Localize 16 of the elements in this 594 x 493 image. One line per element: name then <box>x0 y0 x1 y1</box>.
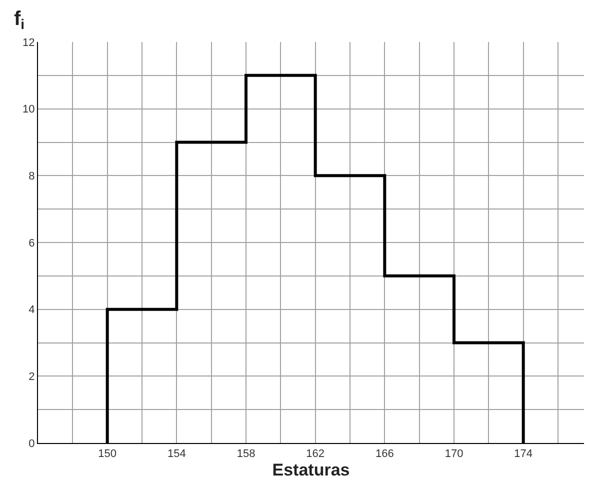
x-tick-label: 174 <box>514 448 533 460</box>
y-tick-label: 10 <box>22 104 35 116</box>
x-tick-label: 150 <box>98 448 117 460</box>
y-tick-label: 8 <box>28 170 35 183</box>
x-axis-title: Estaturas <box>272 460 350 480</box>
x-tick-label: 162 <box>306 448 325 460</box>
y-tick-label: 2 <box>28 371 35 384</box>
x-tick-label: 158 <box>236 448 256 460</box>
y-tick-label: 6 <box>28 237 35 250</box>
x-tick-label: 154 <box>167 448 186 460</box>
x-tick-label: 170 <box>444 448 464 460</box>
y-tick-label: 0 <box>28 438 35 450</box>
y-tick-label: 12 <box>22 36 35 49</box>
y-tick-label: 4 <box>28 304 35 316</box>
y-axis-title: f$_{i}$ <box>14 8 25 32</box>
x-tick-label: 166 <box>375 448 394 460</box>
